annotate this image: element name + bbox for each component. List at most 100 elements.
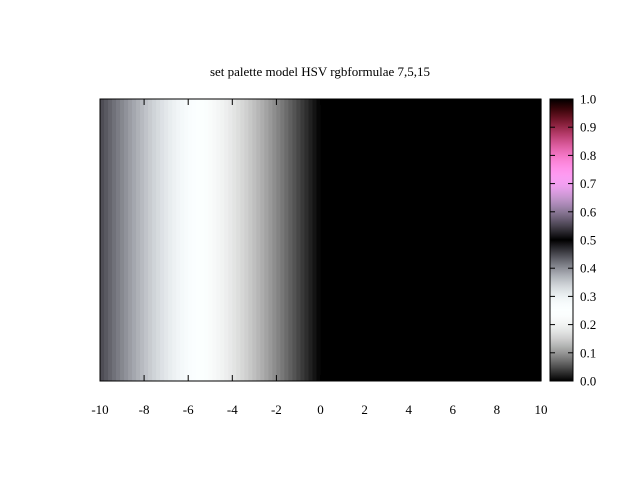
heatmap-cell <box>228 99 233 381</box>
heatmap-cell <box>396 99 402 381</box>
heatmap-cell <box>408 99 414 381</box>
heatmap-cell <box>212 99 217 381</box>
heatmap-cell <box>400 99 406 381</box>
heatmap-cell <box>452 99 458 381</box>
heatmap-cell <box>272 99 277 381</box>
heatmap-cell <box>392 99 398 381</box>
heatmap-cell <box>192 99 197 381</box>
heatmap-cell <box>368 99 374 381</box>
heatmap-cell <box>356 99 362 381</box>
heatmap-cell <box>484 99 490 381</box>
heatmap-cell <box>320 99 326 381</box>
heatmap-cell <box>100 99 105 381</box>
heatmap-cell <box>108 99 113 381</box>
colorbox-tick-label: 0.6 <box>580 204 597 219</box>
x-tick-label: -2 <box>271 402 282 417</box>
heatmap-cell <box>264 99 269 381</box>
heatmap-cell <box>476 99 482 381</box>
heatmap-cell <box>172 99 177 381</box>
heatmap-cell <box>424 99 430 381</box>
heatmap-cell <box>432 99 438 381</box>
heatmap-cell <box>512 99 518 381</box>
colorbox-tick-label: 0.3 <box>580 289 596 304</box>
heatmap-cell <box>492 99 498 381</box>
heatmap-cell <box>460 99 466 381</box>
x-tick-label: 0 <box>317 402 324 417</box>
heatmap-cell <box>336 99 342 381</box>
x-tick-label: 6 <box>450 402 457 417</box>
colorbox-tick-label: 0.9 <box>580 120 596 135</box>
heatmap-cell <box>364 99 370 381</box>
heatmap-cell <box>168 99 173 381</box>
heatmap-cell <box>116 99 121 381</box>
x-tick-label: 2 <box>361 402 368 417</box>
heatmap-cell <box>128 99 133 381</box>
heatmap-cell <box>208 99 213 381</box>
heatmap-cell <box>120 99 125 381</box>
colorbox-gradient <box>550 99 573 381</box>
heatmap-cell <box>348 99 354 381</box>
colorbox-tick-label: 0.2 <box>580 317 596 332</box>
heatmap-cell <box>260 99 265 381</box>
colorbox-tick-label: 0.1 <box>580 345 596 360</box>
heatmap-cell <box>308 99 314 381</box>
heatmap-cell <box>112 99 117 381</box>
heatmap-cell <box>352 99 358 381</box>
heatmap-cell <box>140 99 145 381</box>
heatmap-cell <box>340 99 346 381</box>
heatmap-cell <box>220 99 225 381</box>
heatmap-cell <box>500 99 506 381</box>
heatmap-cell <box>276 99 282 381</box>
x-tick-label: 4 <box>405 402 412 417</box>
heatmap-cell <box>188 99 193 381</box>
heatmap-cell <box>488 99 494 381</box>
x-tick-label: -6 <box>183 402 194 417</box>
heatmap-cell <box>240 99 245 381</box>
heatmap-cell <box>324 99 330 381</box>
x-tick-label: -4 <box>227 402 238 417</box>
heatmap-cell <box>164 99 169 381</box>
heatmap-cell <box>200 99 205 381</box>
heatmap-cell <box>144 99 149 381</box>
heatmap-cell <box>508 99 514 381</box>
heatmap-cell <box>360 99 366 381</box>
colorbox-axis: 0.0 0.1 0.2 0.3 0.4 0.5 0.6 0.7 0.8 0.9 1.0 <box>550 92 597 389</box>
heatmap-cell <box>180 99 185 381</box>
heatmap-cell <box>436 99 442 381</box>
heatmap-cell <box>412 99 418 381</box>
heatmap-cell <box>268 99 273 381</box>
heatmap-cell <box>284 99 290 381</box>
heatmap-cell <box>420 99 426 381</box>
heatmap-cell <box>380 99 386 381</box>
heatmap-cell <box>256 99 261 381</box>
x-tick-label: 10 <box>535 402 548 417</box>
heatmap-area <box>100 99 542 381</box>
heatmap-cell <box>496 99 502 381</box>
heatmap-cell <box>344 99 350 381</box>
heatmap-cell <box>444 99 450 381</box>
heatmap-cell <box>404 99 410 381</box>
heatmap-cell <box>384 99 390 381</box>
heatmap-cell <box>196 99 201 381</box>
heatmap-cell <box>252 99 257 381</box>
x-tick-label: -10 <box>91 402 108 417</box>
heatmap-cell <box>464 99 470 381</box>
x-axis: -10 -8 -6 -4 -2 0 2 4 6 8 10 <box>91 99 548 417</box>
heatmap-cell <box>132 99 137 381</box>
colorbox-tick-label: 1.0 <box>580 92 596 107</box>
heatmap-cell <box>312 99 318 381</box>
heatmap-cell <box>524 99 530 381</box>
heatmap-cell <box>280 99 286 381</box>
heatmap-cell <box>224 99 229 381</box>
heatmap-cell <box>388 99 394 381</box>
heatmap-cell <box>428 99 434 381</box>
heatmap-cell <box>516 99 522 381</box>
heatmap-cell <box>372 99 378 381</box>
heatmap-cell <box>520 99 526 381</box>
heatmap-cell <box>316 99 322 381</box>
colorbox-tick-label: 0.8 <box>580 148 596 163</box>
heatmap-cell <box>448 99 454 381</box>
heatmap-cell <box>288 99 294 381</box>
x-tick-label: 8 <box>494 402 501 417</box>
